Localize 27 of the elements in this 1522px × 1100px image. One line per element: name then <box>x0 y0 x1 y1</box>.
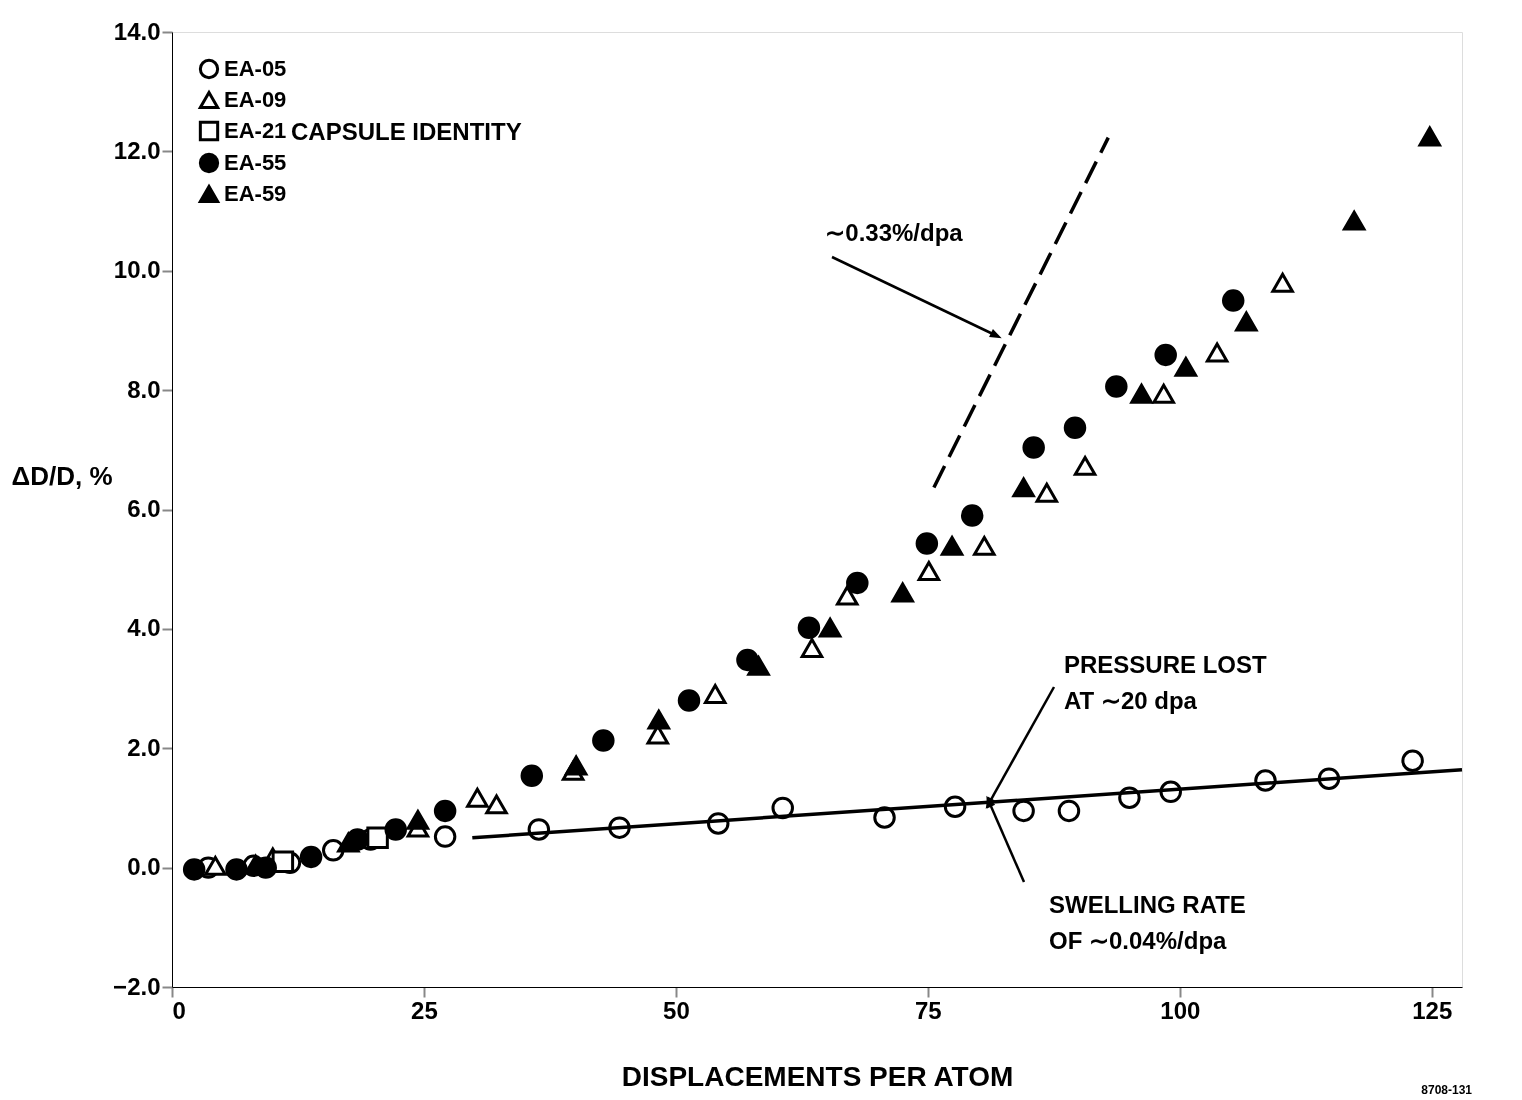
legend-label: EA-09 <box>224 87 287 112</box>
y-axis-title: ΔD/D, % <box>11 461 113 491</box>
text: 8708-131 <box>1421 1083 1473 1097</box>
x-axis-title: DISPLACEMENTS PER ATOM <box>621 1060 1014 1092</box>
y-tick-label: 4.0 <box>127 614 161 642</box>
legend-label: EA-59 <box>224 181 287 206</box>
y-tick-label: −2.0 <box>113 972 161 1000</box>
y-tick-label: 0.0 <box>127 853 161 881</box>
x-tick-label: 25 <box>411 996 438 1024</box>
y-tick-label: 6.0 <box>127 495 161 522</box>
annotation: ∼0.33%/dpa <box>825 219 964 246</box>
annotation: SWELLING RATE OF ∼0.04%/dpa <box>1049 891 1246 954</box>
y-tick-label: 14.0 <box>113 17 161 45</box>
x-tick-label: 100 <box>1160 996 1201 1024</box>
legend-label: EA-21 <box>224 118 287 143</box>
x-tick-label: 50 <box>663 996 690 1024</box>
x-tick-label: 75 <box>915 996 942 1024</box>
annotation: PRESSURE LOST AT ∼20 dpa <box>1064 651 1268 714</box>
legend-label: EA-05 <box>224 56 287 81</box>
legend-title: CAPSULE IDENTITY <box>291 118 522 145</box>
y-tick-label: 2.0 <box>127 733 161 761</box>
y-tick-label: 8.0 <box>127 375 161 403</box>
y-tick-label: 12.0 <box>113 136 161 164</box>
x-tick-label: 0 <box>172 996 186 1024</box>
legend-label: EA-55 <box>224 150 287 175</box>
x-tick-label: 125 <box>1412 996 1453 1024</box>
y-tick-label: 10.0 <box>113 256 161 284</box>
